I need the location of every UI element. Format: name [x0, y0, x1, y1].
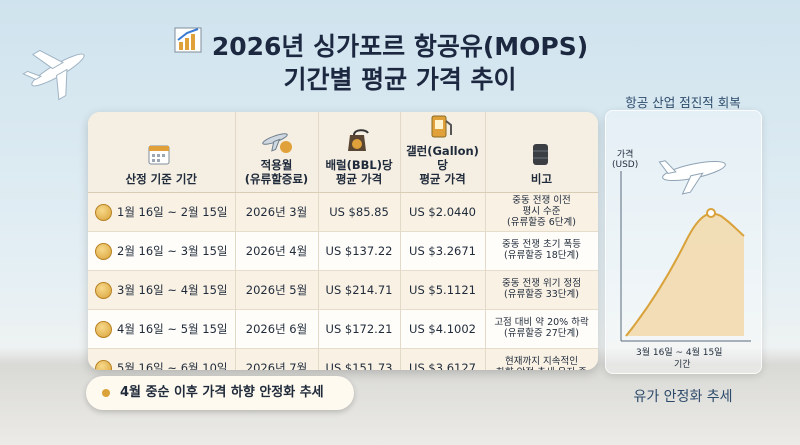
table-cell: 중동 전쟁 위기 정점 (유류할증 33단계): [485, 270, 598, 311]
cell-text: US $2.0440: [409, 204, 476, 219]
table-cell: US $3.2671: [400, 231, 486, 272]
cell-text: 4월 16일 ~ 5월 15일: [117, 321, 228, 336]
table-cell: US $85.85: [318, 192, 401, 233]
table-cell: US $172.21: [318, 309, 401, 350]
cell-text: US $4.1002: [409, 321, 476, 336]
cell-text: 5월 16일 ~ 6월 10일: [117, 360, 228, 370]
trend-illustration: [620, 160, 751, 342]
table-cell: 2026년 4월: [235, 231, 319, 272]
cell-text: 2026년 6월: [245, 321, 308, 336]
cell-text: 중동 전쟁 이전 평시 수준 (유류할증 6단계): [507, 195, 576, 228]
header-icon: [348, 129, 369, 151]
header-icon: [532, 143, 548, 165]
y-axis-label: 가격 (USD): [612, 150, 639, 170]
cell-text: US $172.21: [325, 321, 393, 336]
cell-text: US $3.2671: [409, 243, 476, 258]
coin-icon: [95, 203, 112, 221]
column-header: 갤런(Gallon)당 평균 가격: [400, 112, 486, 194]
price-table-card: 산정 기준 기간 적용월 (유류할증료) 배럴(BBL)당 평균 가격 갤런(Gall…: [88, 112, 598, 370]
table-cell: 2026년 6월: [235, 309, 319, 350]
table-cell: US $151.73: [318, 348, 401, 370]
table-body: 1월 16일 ~ 2월 15일 2026년 3월 US $85.85 US $2.04…: [88, 192, 598, 370]
table-cell: US $4.1002: [400, 309, 486, 350]
table-cell: US $3.6127: [400, 348, 486, 370]
header-icon: [148, 145, 170, 165]
cell-text: 2026년 5월: [245, 282, 308, 297]
cell-text: 중동 전쟁 위기 정점 (유류할증 33단계): [502, 278, 581, 301]
price-table: 산정 기준 기간 적용월 (유류할증료) 배럴(BBL)당 평균 가격 갤런(Gall…: [88, 112, 598, 370]
column-header: 비고: [485, 112, 598, 194]
column-header-text: 갤런(Gallon)당 평균 가격: [406, 144, 479, 186]
cell-text: 3월 16일 ~ 4월 15일: [117, 282, 228, 297]
cell-text: US $5.1121: [409, 282, 476, 297]
table-cell: 2026년 5월: [235, 270, 319, 311]
table-cell: 고점 대비 약 20% 하락 (유류할증 27단계): [485, 309, 598, 350]
cell-text: 중동 전쟁 초기 폭등 (유류할증 18단계): [502, 239, 581, 262]
cell-text: US $137.22: [325, 243, 393, 258]
table-cell: 중동 전쟁 이전 평시 수준 (유류할증 6단계): [485, 192, 598, 233]
column-header-text: 산정 기준 기간: [125, 171, 198, 186]
x-axis-label: 기간: [674, 360, 691, 370]
cell-text: 2026년 3월: [245, 204, 308, 219]
cell-text: 2월 16일 ~ 3월 15일: [117, 243, 228, 258]
footer-note-text: 4월 중순 이후 가격 하향 안정화 추세: [120, 385, 324, 400]
footer-note: 4월 중순 이후 가격 하향 안정화 추세: [86, 376, 354, 410]
column-header-text: 적용월 (유류할증료): [244, 157, 309, 186]
table-cell: US $214.71: [318, 270, 401, 311]
cell-text: 2026년 7월: [245, 360, 308, 370]
table-cell: US $2.0440: [400, 192, 486, 233]
table-cell: 3월 16일 ~ 4월 15일: [88, 270, 236, 311]
table-cell: 2026년 7월: [235, 348, 319, 370]
table-cell: 4월 16일 ~ 5월 15일: [88, 309, 236, 350]
table-cell: 현재까지 지속적인 하향 안정 추세 유지 중: [485, 348, 598, 370]
table-cell: 2월 16일 ~ 3월 15일: [88, 231, 236, 272]
bullet: [102, 388, 110, 397]
column-header-text: 비고: [530, 171, 553, 186]
table-cell: US $137.22: [318, 231, 401, 272]
coin-icon: [95, 359, 112, 370]
table-cell: 중동 전쟁 초기 폭등 (유류할증 18단계): [485, 231, 598, 272]
table-cell: 1월 16일 ~ 2월 15일: [88, 192, 236, 233]
title: 2026년 싱가포르 항공유(MOPS): [211, 32, 589, 61]
x-range-label: 3월 16일 ~ 4월 15일: [636, 348, 723, 358]
coin-icon: [95, 320, 112, 338]
header-icon: [431, 115, 452, 138]
cell-text: 고점 대비 약 20% 하락 (유류할증 27단계): [494, 317, 589, 340]
header-icon: [261, 133, 292, 153]
table-row: 4월 16일 ~ 5월 15일 2026년 6월 US $172.21 US $4.1…: [88, 309, 598, 350]
table-cell: US $5.1121: [400, 270, 486, 311]
cell-text: US $3.6127: [409, 360, 476, 370]
cell-text: US $151.73: [325, 360, 393, 370]
side-panel: 가격 (USD) 3월 16일 ~ 4월 15일 기간: [605, 110, 762, 374]
column-header: 적용월 (유류할증료): [235, 112, 319, 194]
table-row: 2월 16일 ~ 3월 15일 2026년 4월 US $137.22 US $3.2…: [88, 231, 598, 272]
plane-icon: [22, 49, 85, 101]
panel-caption: 유가 안정화 추세: [633, 389, 733, 405]
column-header: 산정 기준 기간: [88, 112, 236, 194]
coin-icon: [95, 242, 112, 260]
title: 기간별 평균 가격 추이: [283, 65, 517, 94]
table-cell: 2026년 3월: [235, 192, 319, 233]
cell-text: 2026년 4월: [245, 243, 308, 258]
coin-icon: [95, 281, 112, 299]
column-header-text: 배럴(BBL)당 평균 가격: [325, 157, 393, 186]
panel-caption: 항공 산업 점진적 회복: [625, 95, 741, 110]
column-header: 배럴(BBL)당 평균 가격: [318, 112, 401, 194]
cell-text: US $214.71: [325, 282, 393, 297]
table-row: 3월 16일 ~ 4월 15일 2026년 5월 US $214.71 US $5.1…: [88, 270, 598, 311]
cell-text: 1월 16일 ~ 2월 15일: [117, 204, 228, 219]
table-row: 5월 16일 ~ 6월 10일 2026년 7월 US $151.73 US $3.6…: [88, 348, 598, 370]
table-cell: 5월 16일 ~ 6월 10일: [88, 348, 236, 370]
cell-text: 현재까지 지속적인 하향 안정 추세 유지 중: [496, 356, 587, 370]
title-icon: [174, 27, 202, 53]
cell-text: US $85.85: [329, 204, 389, 219]
table-row: 1월 16일 ~ 2월 15일 2026년 3월 US $85.85 US $2.04…: [88, 192, 598, 233]
header-row: 산정 기준 기간 적용월 (유류할증료) 배럴(BBL)당 평균 가격 갤런(Gall…: [88, 112, 598, 194]
